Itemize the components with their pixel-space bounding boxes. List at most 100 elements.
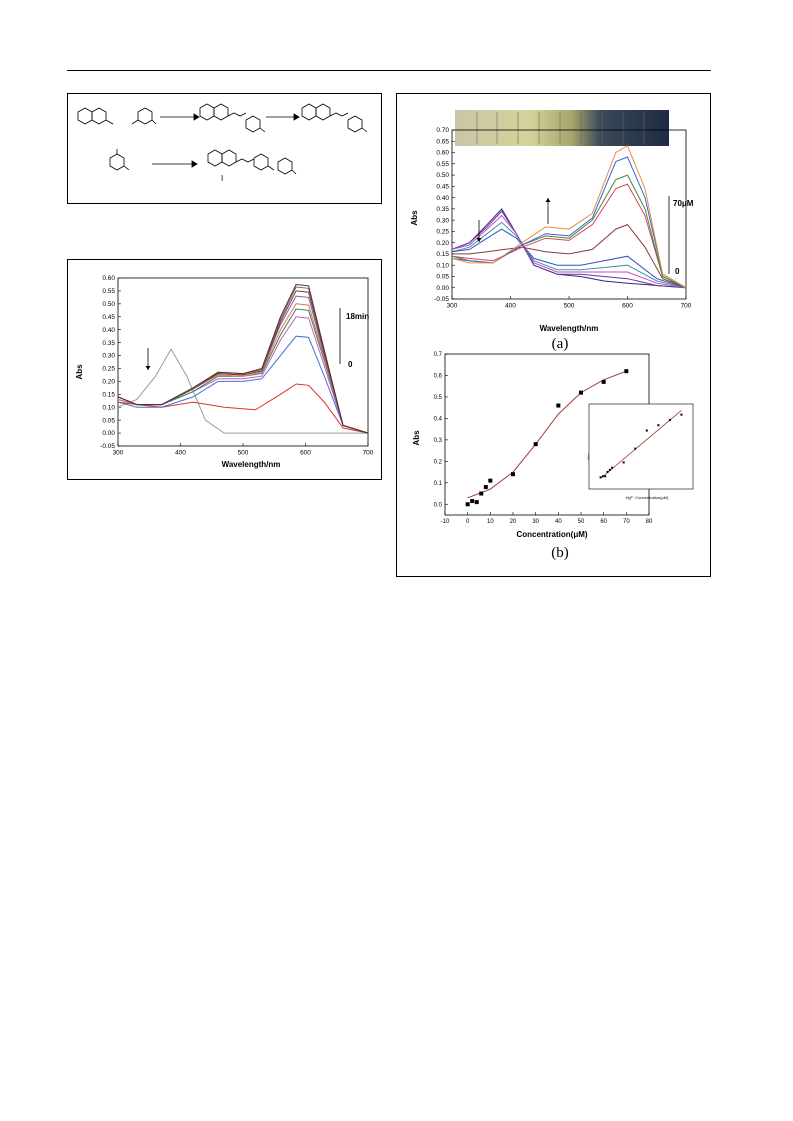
- plot-frame: [117, 277, 369, 447]
- figure-right-panel: Abs Wavelength/nm 70μM 0 300 400 500 600 700…: [396, 93, 711, 577]
- inset-data-point: [680, 413, 683, 416]
- y-tick-label: 0.20: [436, 240, 449, 247]
- y-axis-label: Abs: [412, 430, 421, 446]
- inset-y-axis-label: Abs: [586, 454, 591, 461]
- y-tick-label: 0.20: [102, 379, 115, 386]
- header-rule: [67, 70, 711, 71]
- quaternary-salt-structure: [207, 149, 297, 175]
- data-point: [483, 485, 488, 490]
- vial-separators: [476, 112, 645, 144]
- data-point: [470, 499, 475, 504]
- x-tick-label: 400: [175, 450, 186, 457]
- x-tick-label: 20: [510, 519, 517, 525]
- y-tick-label: 0.25: [436, 229, 449, 236]
- data-point: [465, 502, 470, 507]
- x-tick-label: 500: [564, 303, 575, 310]
- data-point: [601, 379, 606, 384]
- figure-left-panel: Abs Wavelength/nm 18min 0 300 400 500 600 70…: [67, 259, 382, 480]
- y-tick-label: 0.15: [436, 251, 449, 258]
- y-tick-label: -0.05: [434, 296, 449, 303]
- figure-a-caption: (a): [551, 336, 569, 352]
- inset-data-point: [601, 475, 604, 478]
- series-line-5: [451, 228, 687, 289]
- series-line-6: [452, 223, 687, 289]
- inset-data-point: [599, 476, 602, 479]
- figure-left-chart: Abs Wavelength/nm 18min 0 300 400 500 600 70…: [75, 275, 374, 469]
- data-point: [556, 403, 561, 408]
- inset-x-axis-label: Hg²⁺ Concentration(μM): [626, 495, 670, 500]
- scheme-drawing: I: [77, 103, 368, 183]
- y-tick-label: 0.3: [434, 438, 443, 444]
- series-line-4: [451, 221, 687, 289]
- product-structure: [301, 103, 368, 133]
- y-tick-label: 0.05: [102, 417, 115, 424]
- data-point: [579, 390, 583, 395]
- y-tick-label: 0.4: [434, 416, 443, 422]
- data-point: [624, 369, 629, 374]
- y-axis-label: Abs: [75, 364, 84, 380]
- quinaldine-structure: [77, 107, 114, 125]
- inset-fit-line: [600, 410, 682, 479]
- y-tick-label: 0.30: [436, 217, 449, 224]
- x-tick-label: 600: [622, 303, 633, 310]
- inset-data-point: [645, 429, 648, 432]
- y-tick-label: 0.40: [436, 195, 449, 202]
- y-tick-label: 0.0: [434, 502, 443, 508]
- x-axis-label: Wavelength/nm: [540, 324, 599, 333]
- x-tick-label: 300: [447, 303, 458, 310]
- y-axis-label: Abs: [410, 210, 419, 226]
- y-tick-label: 0.30: [102, 353, 115, 360]
- inset-data-point: [634, 447, 637, 450]
- y-tick-label: 0.45: [102, 314, 115, 321]
- data-point: [488, 478, 493, 483]
- legend-top-label: 18min: [346, 312, 369, 321]
- series-line-1: [117, 348, 368, 434]
- x-tick-label: -10: [441, 519, 450, 525]
- inset-plot-frame: [588, 403, 694, 490]
- y-tick-label: 0.55: [436, 161, 449, 168]
- reaction-scheme: I: [67, 93, 382, 204]
- data-point: [474, 500, 479, 505]
- y-tick-label: 0.00: [436, 285, 449, 292]
- series-line-2: [451, 210, 687, 289]
- x-tick-label: 300: [113, 450, 124, 457]
- fit-curve: [467, 370, 627, 499]
- legend-top-label: 70μM: [673, 199, 694, 208]
- legend-bottom-label: 0: [675, 267, 680, 276]
- y-tick-label: 0.35: [436, 206, 449, 213]
- x-tick-label: 700: [363, 450, 374, 457]
- y-tick-label: 0.40: [102, 327, 115, 334]
- y-tick-label: 0.50: [102, 301, 115, 308]
- y-tick-label: 0.35: [102, 340, 115, 347]
- series-line-6: [117, 303, 369, 434]
- iodide-label: I: [221, 174, 223, 183]
- y-tick-label: 0.60: [436, 150, 449, 157]
- x-tick-label: 10: [487, 519, 494, 525]
- x-tick-label: 30: [532, 519, 539, 525]
- series-line-3: [451, 214, 687, 289]
- y-tick-label: 0.7: [434, 352, 443, 358]
- y-tick-label: 0.6: [434, 373, 443, 379]
- y-tick-label: 0.00: [102, 430, 115, 437]
- x-tick-label: 600: [300, 450, 311, 457]
- x-tick-label: 500: [238, 450, 249, 457]
- y-tick-label: 0.25: [102, 366, 115, 373]
- x-axis-label: Concentration(μM): [516, 530, 587, 539]
- y-tick-label: 0.1: [434, 481, 443, 487]
- series-line-7: [117, 295, 369, 434]
- x-tick-label: 40: [555, 519, 562, 525]
- y-tick-label: 0.55: [102, 288, 115, 295]
- series-line-3: [117, 335, 369, 434]
- x-axis-label: Wavelength/nm: [222, 460, 281, 469]
- styrylquinoline-structure: [199, 103, 266, 133]
- y-tick-label: 0.15: [102, 391, 115, 398]
- y-tick-label: -0.05: [100, 443, 115, 450]
- inset-data-point: [657, 424, 660, 427]
- x-tick-label: 700: [681, 303, 692, 310]
- legend-bottom-label: 0: [348, 360, 353, 369]
- inset-data-point: [622, 461, 625, 464]
- figure-b-chart: Abs Concentration(μM) Hg²⁺ Concentration…: [412, 352, 694, 539]
- decrease-arrow-head: [476, 238, 482, 242]
- aldehyde-structure: [131, 107, 157, 125]
- x-tick-label: 70: [623, 519, 630, 525]
